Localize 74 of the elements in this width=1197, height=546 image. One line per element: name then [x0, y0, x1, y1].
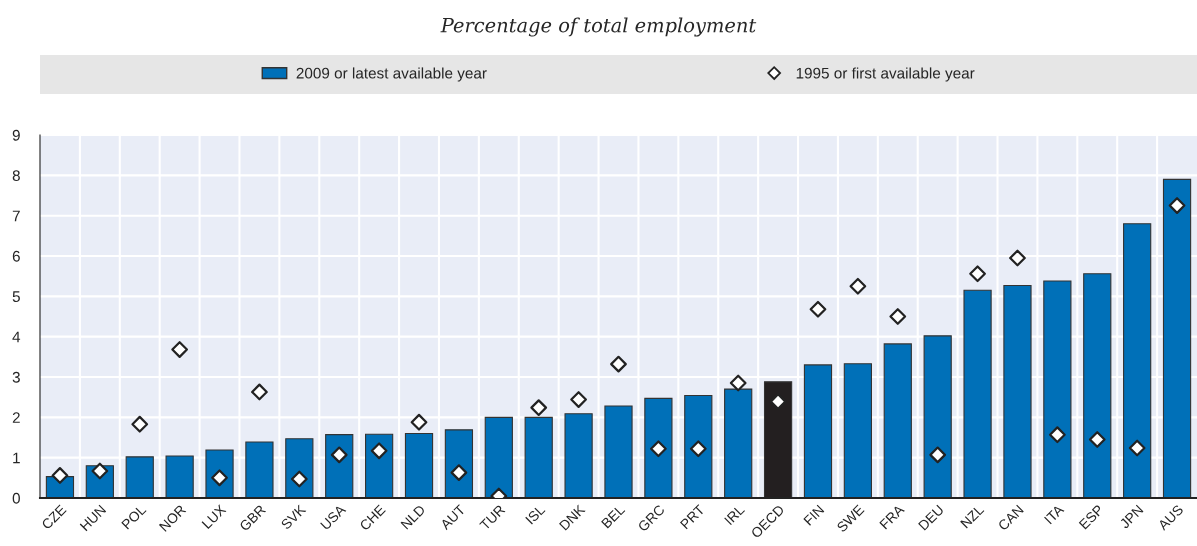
- bar: [165, 455, 194, 498]
- point: [450, 464, 468, 481]
- bar: [843, 363, 872, 498]
- bar: [1043, 280, 1072, 498]
- bar: [684, 394, 713, 498]
- x-tick-label: ITA: [1044, 503, 1065, 525]
- point: [51, 467, 69, 484]
- bar: [604, 405, 633, 498]
- bar: [524, 416, 553, 498]
- point: [330, 446, 348, 464]
- point: [570, 391, 587, 408]
- x-tick-label: TUR: [479, 504, 506, 531]
- y-tick-label: 0: [12, 492, 20, 504]
- bar: [404, 432, 434, 498]
- y-tick-label: 2: [12, 412, 20, 423]
- point: [610, 355, 627, 373]
- bar: [883, 343, 912, 498]
- bar: [644, 397, 673, 498]
- point: [729, 374, 747, 392]
- bar: [923, 335, 952, 498]
- bar: [125, 456, 154, 498]
- bar: [325, 434, 354, 498]
- point: [91, 462, 109, 480]
- bar: [365, 433, 394, 498]
- x-tick-label: ISL: [525, 504, 546, 525]
- bar: [1083, 273, 1112, 498]
- point: [1048, 426, 1066, 444]
- point: [849, 277, 867, 295]
- bar: [1003, 284, 1032, 498]
- point: [370, 442, 388, 460]
- bar: [724, 388, 753, 498]
- y-tick-label: 6: [12, 250, 20, 262]
- point: [1168, 197, 1186, 214]
- y-tick-label: 1: [13, 452, 20, 464]
- point: [530, 399, 548, 417]
- x-tick-label: NZL: [960, 504, 985, 529]
- x-tick-label: BEL: [601, 504, 626, 529]
- point: [809, 300, 827, 318]
- point: [171, 341, 189, 358]
- point: [251, 383, 268, 401]
- y-tick-label: 8: [12, 170, 20, 182]
- x-tick-label: IRL: [724, 504, 745, 526]
- chart-title: Percentage of total employment: [440, 17, 757, 37]
- point: [1009, 249, 1026, 267]
- y-tick-label: 3: [12, 371, 20, 383]
- point: [929, 446, 947, 464]
- x-tick-label: FRA: [879, 503, 905, 530]
- bar: [1123, 223, 1152, 498]
- point: [969, 265, 986, 283]
- point: [1088, 431, 1106, 448]
- legend-label: 1995 or first available year: [796, 67, 975, 82]
- point: [290, 470, 308, 488]
- point: [131, 415, 149, 433]
- legend-label: 2009 or latest available year: [296, 67, 487, 82]
- point: [689, 440, 707, 458]
- point: [889, 308, 907, 325]
- bar: [963, 289, 992, 498]
- point: [650, 440, 667, 458]
- bar: [484, 416, 513, 498]
- bar: [1162, 178, 1192, 498]
- y-tick-label: 7: [12, 210, 20, 222]
- y-tick-label: 9: [12, 129, 20, 141]
- x-tick-label: USA: [320, 503, 347, 531]
- x-tick-label: POL: [121, 504, 147, 530]
- point: [410, 413, 428, 431]
- point: [1128, 439, 1146, 457]
- bar: [245, 441, 274, 498]
- bar: [564, 413, 593, 498]
- bar: [444, 429, 474, 498]
- y-tick-label: 4: [12, 331, 21, 343]
- x-tick-label: JPN: [1119, 504, 1144, 530]
- x-tick-label: FIN: [803, 504, 825, 526]
- y-tick-label: 5: [12, 291, 20, 303]
- bar: [803, 364, 833, 498]
